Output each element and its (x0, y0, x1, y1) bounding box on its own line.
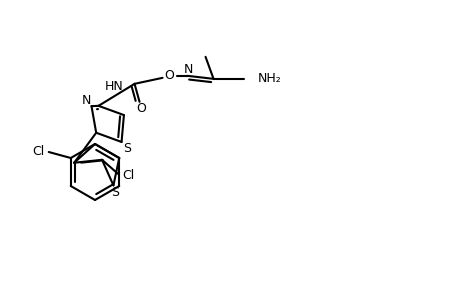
Text: HN: HN (105, 80, 123, 93)
Text: S: S (123, 142, 131, 155)
Text: Cl: Cl (122, 169, 134, 182)
Text: NH₂: NH₂ (257, 72, 281, 85)
Text: O: O (136, 102, 146, 115)
Text: O: O (164, 69, 174, 82)
Text: Cl: Cl (33, 145, 45, 158)
Text: N: N (82, 94, 91, 106)
Text: N: N (184, 63, 193, 76)
Text: S: S (111, 186, 119, 199)
